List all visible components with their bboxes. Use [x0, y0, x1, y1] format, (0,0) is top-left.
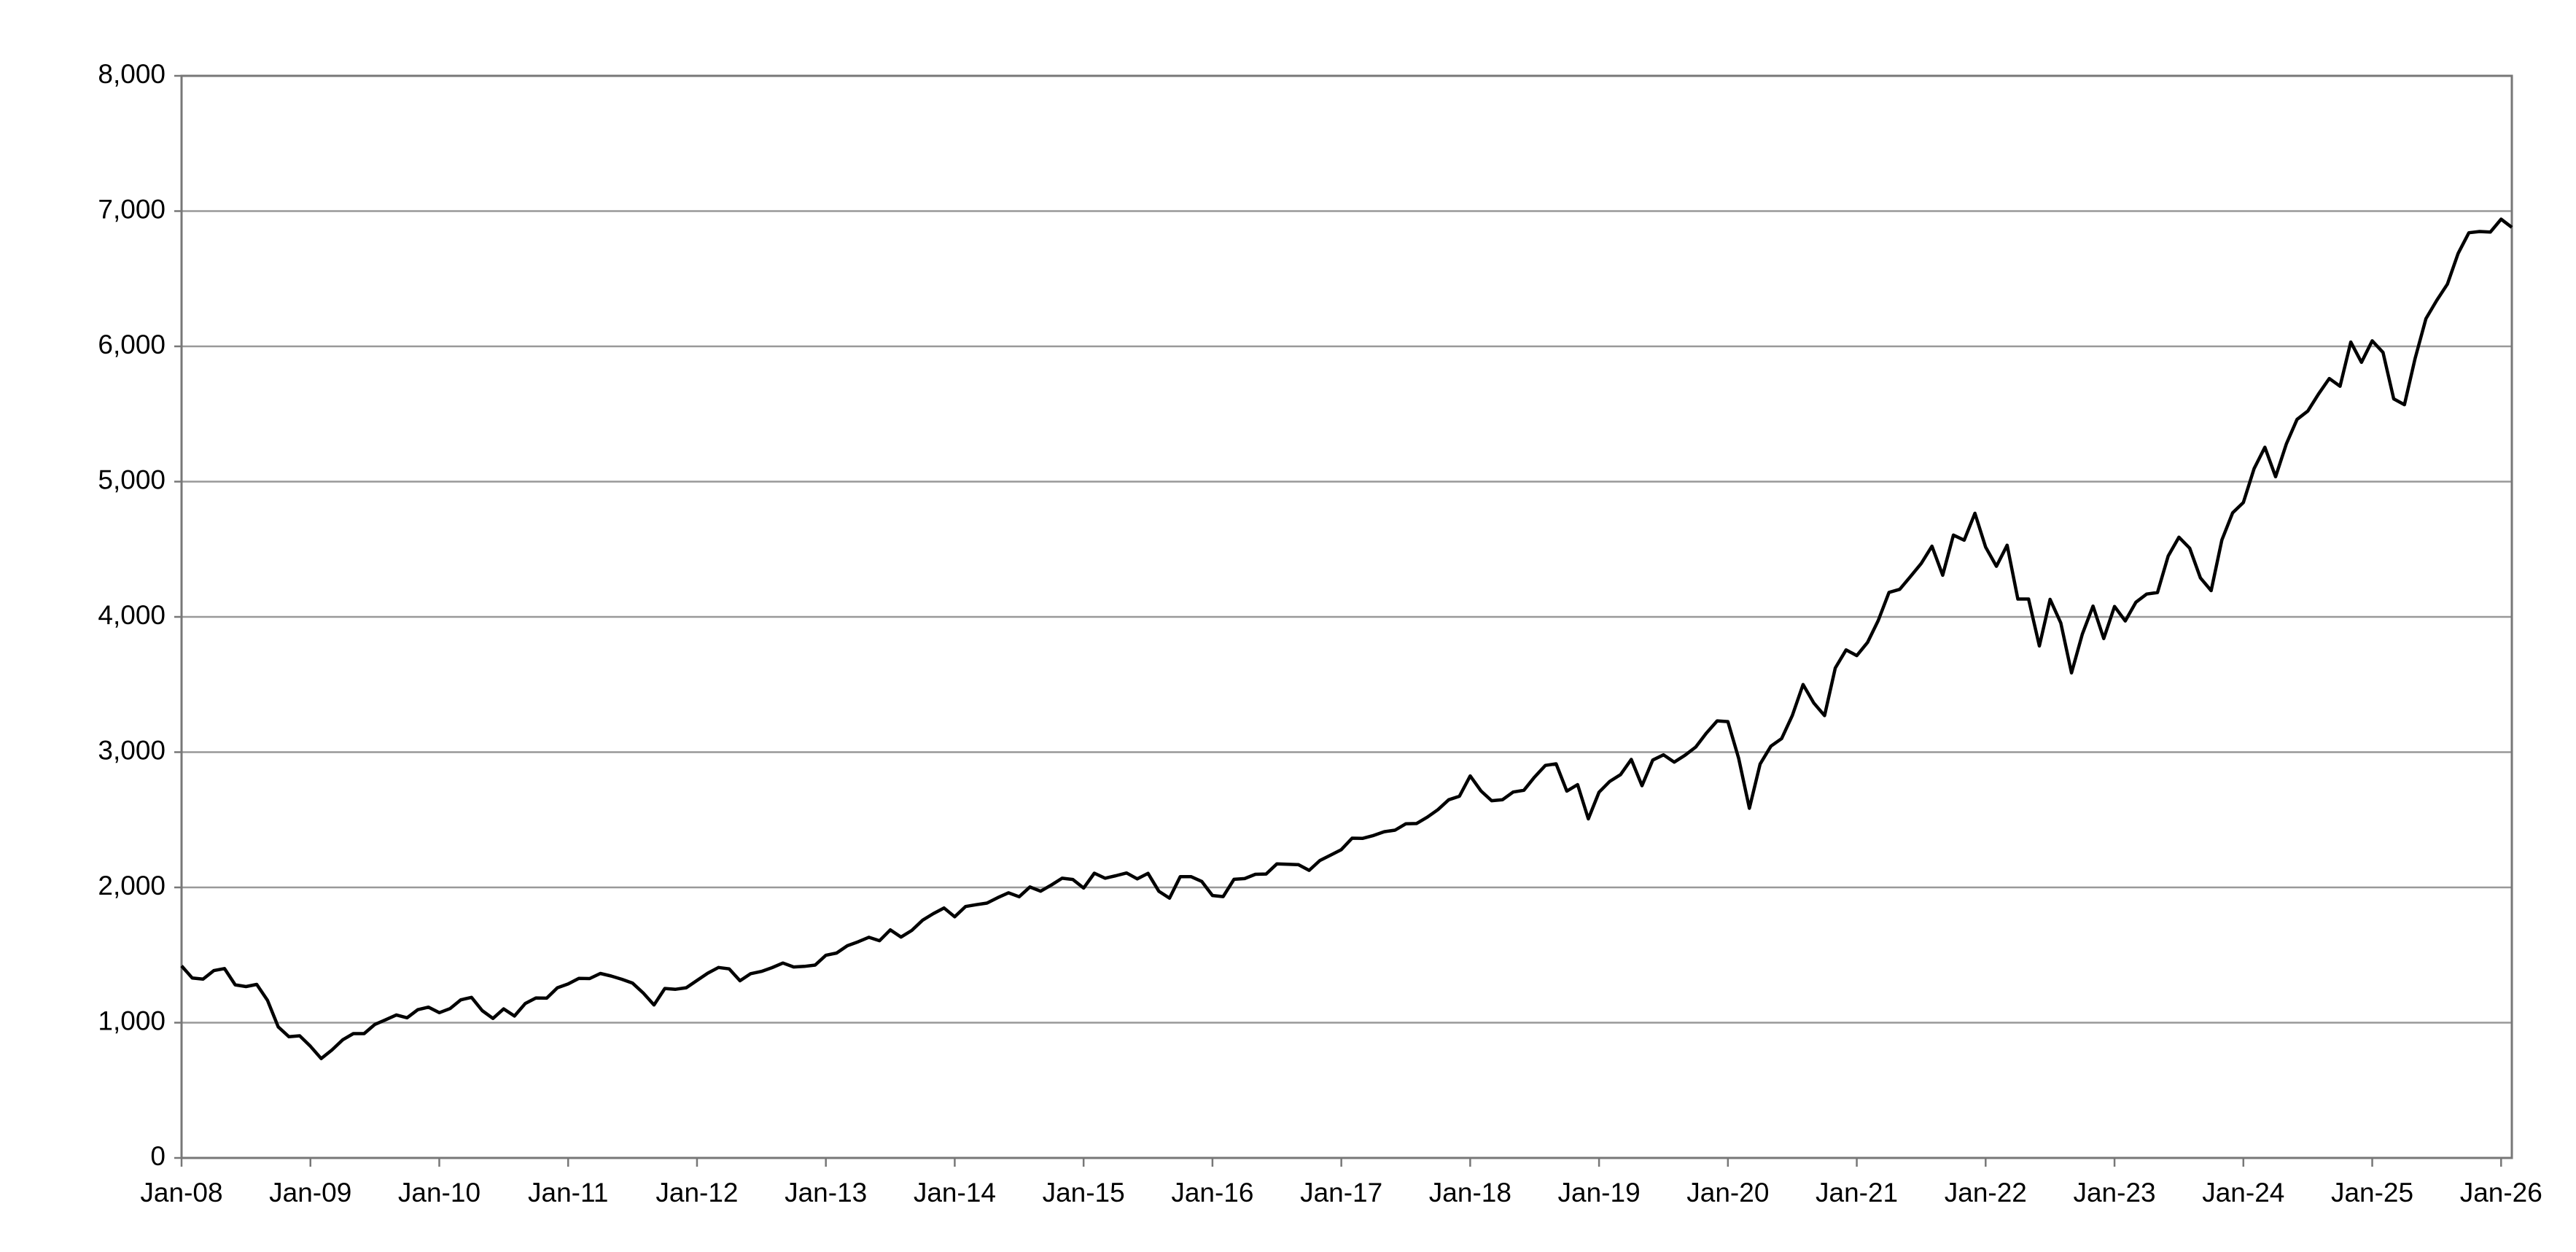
x-tick-label: Jan-24 — [2202, 1178, 2284, 1208]
y-tick-label: 3,000 — [98, 735, 166, 765]
x-tick-label: Jan-26 — [2460, 1178, 2542, 1208]
x-tick-label: Jan-15 — [1043, 1178, 1125, 1208]
data-line — [180, 217, 2513, 1060]
y-tick-label: 6,000 — [98, 330, 166, 359]
y-tick-label: 1,000 — [98, 1006, 166, 1035]
x-tick-label: Jan-12 — [655, 1178, 738, 1208]
x-tick-label: Jan-21 — [1816, 1178, 1898, 1208]
plot-frame — [180, 74, 2513, 1159]
x-tick-label: Jan-18 — [1429, 1178, 1511, 1208]
y-tick-label: 5,000 — [98, 464, 166, 494]
y-tick-label: 4,000 — [98, 600, 166, 630]
x-tick-label: Jan-13 — [785, 1178, 867, 1208]
x-tick-label: Jan-25 — [2331, 1178, 2413, 1208]
x-tick-label: Jan-08 — [140, 1178, 222, 1208]
x-tick-label: Jan-19 — [1558, 1178, 1641, 1208]
y-tick-label: 8,000 — [98, 59, 166, 89]
x-tick-label: Jan-10 — [398, 1178, 480, 1208]
x-tick-label: Jan-11 — [528, 1178, 608, 1208]
y-tick-label: 7,000 — [98, 194, 166, 224]
x-tick-label: Jan-23 — [2073, 1178, 2155, 1208]
x-tick-label: Jan-16 — [1171, 1178, 1253, 1208]
x-tick-label: Jan-22 — [1945, 1178, 2027, 1208]
x-tick-label: Jan-20 — [1686, 1178, 1769, 1208]
x-tick-label: Jan-14 — [914, 1178, 996, 1208]
y-tick-label: 2,000 — [98, 871, 166, 901]
y-tick-label: 0 — [150, 1141, 166, 1171]
x-tick-label: Jan-17 — [1300, 1178, 1382, 1208]
x-tick-label: Jan-09 — [269, 1178, 351, 1208]
